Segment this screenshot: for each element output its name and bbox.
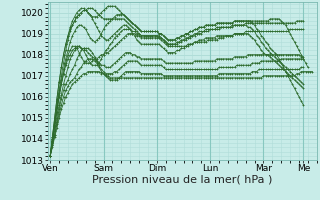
X-axis label: Pression niveau de la mer( hPa ): Pression niveau de la mer( hPa ) [92,175,273,185]
